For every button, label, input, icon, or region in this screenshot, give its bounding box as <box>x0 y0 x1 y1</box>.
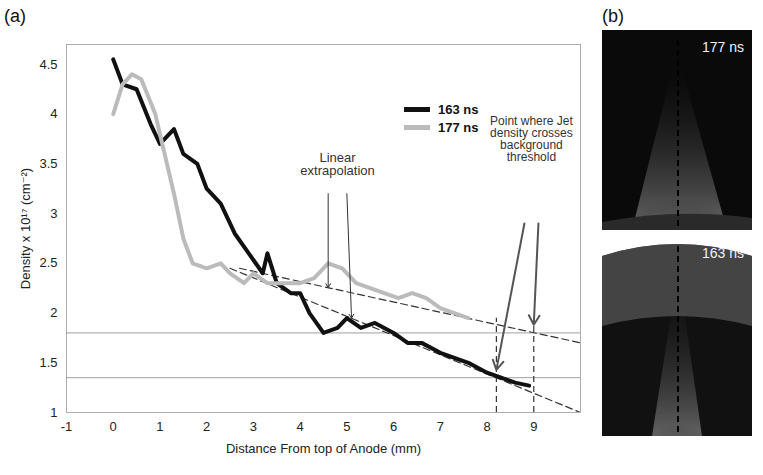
svg-text:2.5: 2.5 <box>39 255 57 270</box>
svg-text:Distance From top of Anode (mm: Distance From top of Anode (mm) <box>226 441 421 456</box>
svg-text:Point where Jetdensity crosses: Point where Jetdensity crossesbackground… <box>490 114 573 164</box>
svg-text:3.5: 3.5 <box>39 156 57 171</box>
svg-text:177 ns: 177 ns <box>702 39 744 55</box>
svg-text:3: 3 <box>50 206 57 221</box>
svg-text:2: 2 <box>50 305 57 320</box>
svg-text:4: 4 <box>297 419 304 434</box>
svg-text:4.5: 4.5 <box>39 57 57 72</box>
svg-text:1.5: 1.5 <box>39 355 57 370</box>
svg-text:0: 0 <box>110 419 117 434</box>
svg-text:163 ns: 163 ns <box>702 245 744 261</box>
svg-text:2: 2 <box>203 419 210 434</box>
svg-text:4: 4 <box>50 106 57 121</box>
svg-text:8: 8 <box>483 419 490 434</box>
svg-text:7: 7 <box>437 419 444 434</box>
svg-text:6: 6 <box>390 419 397 434</box>
svg-text:1: 1 <box>156 419 163 434</box>
svg-text:Density x 10¹⁷ (cm⁻²): Density x 10¹⁷ (cm⁻²) <box>18 168 33 289</box>
svg-text:5: 5 <box>343 419 350 434</box>
html-text:(a): (a) <box>4 6 26 26</box>
svg-text:1: 1 <box>50 405 57 420</box>
html-text:(b): (b) <box>602 6 624 26</box>
svg-text:-1: -1 <box>61 419 73 434</box>
svg-text:3: 3 <box>250 419 257 434</box>
html-text:177 ns: 177 ns <box>438 119 479 135</box>
svg-text:9: 9 <box>530 419 537 434</box>
html-text:163 ns: 163 ns <box>438 101 479 117</box>
svg-text:Linearextrapolation: Linearextrapolation <box>300 150 374 178</box>
